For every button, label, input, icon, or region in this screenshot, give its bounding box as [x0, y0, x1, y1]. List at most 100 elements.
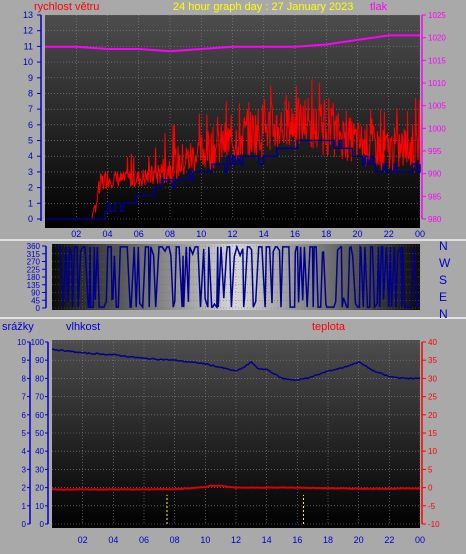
wind-direction-series — [56, 244, 420, 310]
x-tick-label: 22 — [384, 535, 394, 545]
y-tick-label-rain: 6 — [22, 411, 27, 420]
y-tick-label-rain: 3 — [22, 465, 27, 474]
wind-pressure-axes: 02 04 06 08 10 12 14 16 18 20 22 000123456789101112… — [23, 10, 446, 239]
compass-direction-label: N — [439, 239, 448, 253]
y-tick-label-direction: 360 — [27, 242, 41, 251]
y-tick-label-wind: 11 — [24, 41, 33, 51]
y-tick-label-direction: 0 — [36, 304, 41, 313]
y-tick-label-pressure: 1020 — [428, 34, 446, 43]
x-tick-label: 16 — [290, 229, 300, 239]
y-tick-label-rain: 5 — [22, 429, 27, 438]
y-tick-label-wind: 13 — [23, 10, 33, 20]
y-tick-label-wind: 9 — [28, 73, 33, 83]
y-tick-label-pressure: 1025 — [428, 11, 446, 20]
y-tick-label-rain: 4 — [22, 447, 27, 456]
wind-speed-line — [45, 79, 421, 220]
y-tick-label-wind: 7 — [28, 104, 33, 114]
y-tick-label-temperature: 25 — [428, 393, 437, 402]
compass-direction-label: S — [439, 273, 447, 287]
x-tick-label: 04 — [108, 535, 118, 545]
humidity-line — [51, 348, 421, 381]
y-tick-label-pressure: 1005 — [428, 102, 446, 111]
y-tick-label-pressure: 1000 — [428, 124, 446, 133]
pressure-line — [45, 34, 420, 53]
y-tick-label-wind: 1 — [28, 198, 33, 208]
y-tick-label-temperature: 15 — [428, 429, 437, 438]
y-tick-label-humidity: 30 — [35, 465, 44, 474]
y-tick-label-humidity: 40 — [35, 447, 44, 456]
x-tick-label: 10 — [196, 229, 206, 239]
humidity-label: vlhkost — [66, 321, 100, 333]
y-tick-label-humidity: 10 — [35, 502, 44, 511]
y-tick-label-humidity: 50 — [35, 429, 44, 438]
y-tick-label-wind: 12 — [23, 26, 33, 36]
x-tick-label: 14 — [262, 535, 272, 545]
y-tick-label-rain: 9 — [22, 356, 27, 365]
y-tick-label-rain: 10 — [17, 338, 26, 347]
y-tick-label-direction: 270 — [27, 258, 41, 267]
y-tick-label-wind: 2 — [28, 183, 33, 193]
y-tick-label-rain: 1 — [22, 502, 27, 511]
y-tick-label-wind: 3 — [28, 167, 33, 177]
humidity-temp-axes: 02 04 06 08 10 12 14 16 18 20 22 000123456789100102… — [17, 338, 440, 545]
y-tick-label-pressure: 1010 — [428, 79, 446, 88]
wind-direction-line — [56, 244, 420, 310]
y-tick-label-rain: 7 — [22, 393, 27, 402]
y-tick-label-wind: 8 — [28, 88, 33, 98]
x-tick-label: 02 — [78, 535, 88, 545]
y-tick-label-humidity: 20 — [35, 484, 44, 493]
y-tick-label-direction: 225 — [27, 265, 41, 274]
rain-label: srážky — [2, 321, 34, 333]
compass-direction-label: N — [439, 307, 448, 321]
y-tick-label-pressure: 990 — [428, 170, 442, 179]
x-tick-label: 16 — [292, 535, 302, 545]
y-tick-label-direction: 90 — [31, 289, 40, 298]
y-tick-label-rain: 2 — [22, 484, 27, 493]
y-tick-label-wind: 5 — [28, 136, 33, 146]
y-tick-label-humidity: 80 — [35, 374, 44, 383]
x-tick-label: 06 — [139, 535, 149, 545]
compass-direction-label: E — [439, 290, 447, 304]
x-tick-label: 06 — [134, 229, 144, 239]
y-tick-label-pressure: 985 — [428, 192, 442, 201]
y-tick-label-pressure: 980 — [428, 215, 442, 224]
wind-average-line — [45, 139, 421, 220]
humidity-temp-plot-area — [52, 340, 420, 528]
x-tick-label: 10 — [200, 535, 210, 545]
chart-title: 24 hour graph day : 27 January 2023 — [173, 1, 353, 13]
y-tick-label-temperature: 10 — [428, 447, 437, 456]
x-tick-label: 18 — [321, 229, 331, 239]
y-tick-label-temperature: 30 — [428, 374, 437, 383]
wind-pressure-series — [45, 34, 421, 220]
y-tick-label-humidity: 60 — [35, 411, 44, 420]
x-tick-label: 12 — [227, 229, 237, 239]
x-tick-label: 22 — [384, 229, 394, 239]
y-tick-label-wind: 6 — [28, 120, 33, 130]
y-tick-label-temperature: 35 — [428, 356, 437, 365]
y-tick-label-temperature: 5 — [428, 465, 433, 474]
x-tick-label: 08 — [170, 535, 180, 545]
y-tick-label-wind: 10 — [23, 57, 33, 67]
x-tick-label: 00 — [415, 229, 425, 239]
y-tick-label-rain: 8 — [22, 374, 27, 383]
x-tick-label: 20 — [354, 535, 364, 545]
temperature-line — [52, 484, 421, 491]
y-tick-label-temperature: -10 — [428, 520, 440, 529]
y-tick-label-wind: 0 — [28, 214, 33, 224]
y-tick-label-humidity: 100 — [31, 338, 45, 347]
y-tick-label-rain: 0 — [22, 520, 27, 529]
wind-speed-label: rychlost větru — [34, 1, 99, 13]
y-tick-label-direction: 45 — [31, 296, 40, 305]
y-tick-label-temperature: 40 — [428, 338, 437, 347]
y-tick-label-humidity: 90 — [35, 356, 44, 365]
x-tick-label: 00 — [415, 535, 425, 545]
y-tick-label-pressure: 1015 — [428, 56, 446, 65]
pressure-label: tlak — [370, 1, 388, 13]
compass-direction-label: W — [439, 256, 451, 270]
y-tick-label-humidity: 0 — [40, 520, 45, 529]
x-tick-label: 18 — [323, 535, 333, 545]
y-tick-label-temperature: 0 — [428, 484, 433, 493]
